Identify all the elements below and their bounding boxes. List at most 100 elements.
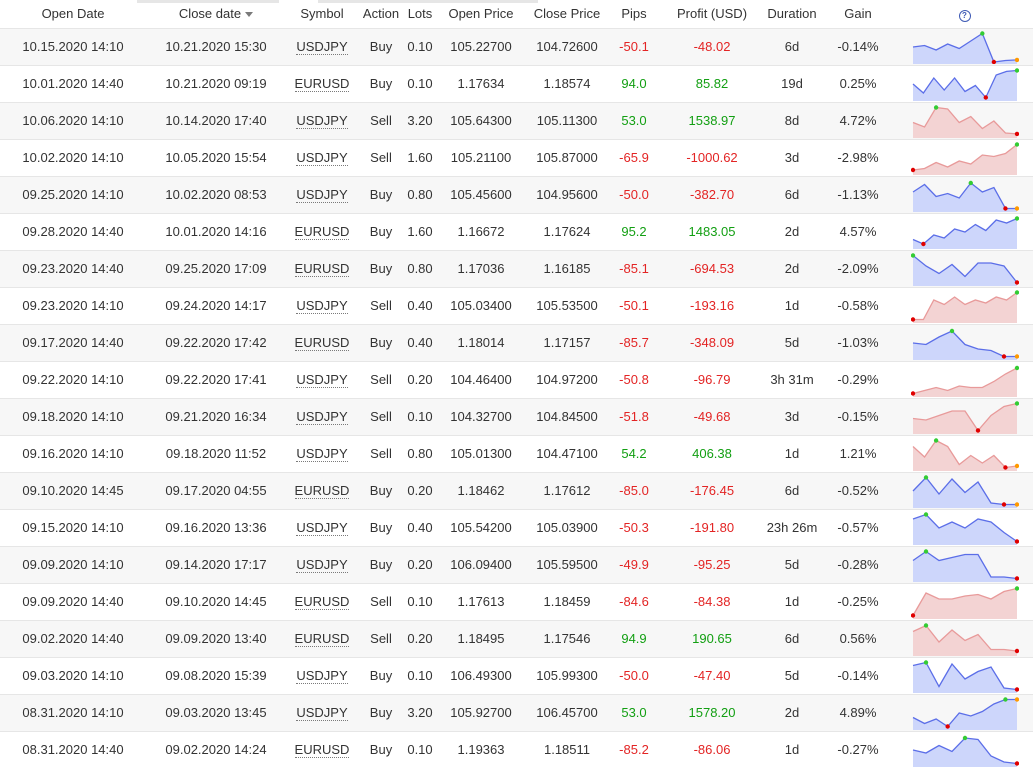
table-row[interactable]: 10.15.2020 14:10 10.21.2020 15:30 USDJPY Bu… (0, 28, 1033, 65)
profit-cell: 406.38 (660, 435, 764, 472)
open-date-value: 09.15.2020 14:10 (22, 520, 124, 535)
close-date-value: 10.05.2020 15:54 (165, 150, 267, 165)
symbol-link[interactable]: EURUSD (294, 742, 350, 759)
close-date-value: 09.22.2020 17:41 (165, 372, 267, 387)
symbol-link[interactable]: USDJPY (296, 150, 348, 166)
open-date-cell: 09.23.2020 14:40 (0, 250, 146, 287)
table-row[interactable]: 09.28.2020 14:40 10.01.2020 14:16 EURUSD Bu… (0, 213, 1033, 250)
header-action[interactable]: Action (358, 0, 404, 28)
table-row[interactable]: 09.22.2020 14:10 09.22.2020 17:41 USDJPY Se… (0, 361, 1033, 398)
action-value: Buy (369, 668, 393, 683)
table-row[interactable]: 09.16.2020 14:10 09.18.2020 11:52 USDJPY Se… (0, 435, 1033, 472)
table-row[interactable]: 10.01.2020 14:40 10.21.2020 09:19 EURUSD Bu… (0, 65, 1033, 102)
symbol-link[interactable]: EURUSD (294, 594, 350, 610)
symbol-link[interactable]: USDJPY (296, 39, 348, 55)
table-row[interactable]: 09.09.2020 14:40 09.10.2020 14:45 EURUSD Se… (0, 583, 1033, 620)
table-row[interactable]: 09.17.2020 14:40 09.22.2020 17:42 EURUSD Bu… (0, 324, 1033, 361)
header-close-price[interactable]: Close Price (526, 0, 608, 28)
symbol-link[interactable]: USDJPY (296, 187, 348, 203)
symbol-link[interactable]: USDJPY (296, 520, 348, 536)
header-open-price[interactable]: Open Price (436, 0, 526, 28)
sparkline-high-marker (1014, 141, 1019, 147)
duration-value: 6d (784, 631, 800, 646)
trade-chart-cell (896, 509, 1033, 546)
duration-value: 3d (784, 150, 800, 165)
sparkline-high-marker (923, 548, 928, 554)
table-row[interactable]: 09.23.2020 14:10 09.24.2020 14:17 USDJPY Se… (0, 287, 1033, 324)
duration-cell: 19d (764, 65, 820, 102)
symbol-link[interactable]: USDJPY (296, 705, 348, 721)
table-row[interactable]: 09.09.2020 14:10 09.14.2020 17:17 USDJPY Bu… (0, 546, 1033, 583)
duration-cell: 6d (764, 620, 820, 657)
header-open-date[interactable]: Open Date (0, 0, 146, 28)
symbol-link[interactable]: USDJPY (296, 298, 348, 314)
symbol-link[interactable]: USDJPY (296, 668, 348, 684)
table-row[interactable]: 09.25.2020 14:10 10.02.2020 08:53 USDJPY Bu… (0, 176, 1033, 213)
table-row[interactable]: 09.02.2020 14:40 09.09.2020 13:40 EURUSD Se… (0, 620, 1033, 657)
table-row[interactable]: 09.18.2020 14:10 09.21.2020 16:34 USDJPY Se… (0, 398, 1033, 435)
open-date-cell: 09.28.2020 14:40 (0, 213, 146, 250)
symbol-link[interactable]: EURUSD (294, 483, 350, 499)
symbol-link[interactable]: EURUSD (294, 631, 350, 647)
close-date-value: 10.21.2020 15:30 (165, 39, 267, 54)
duration-cell: 6d (764, 176, 820, 213)
header-close-date[interactable]: Close date (146, 0, 286, 28)
symbol-link[interactable]: USDJPY (296, 446, 348, 462)
profit-value: 85.82 (695, 76, 729, 91)
symbol-cell: USDJPY (286, 509, 358, 546)
profit-value: -1000.62 (686, 150, 738, 165)
table-row[interactable]: 09.03.2020 14:10 09.08.2020 15:39 USDJPY Bu… (0, 657, 1033, 694)
gain-value: -0.15% (837, 409, 879, 424)
table-row[interactable]: 10.06.2020 14:10 10.14.2020 17:40 USDJPY Se… (0, 102, 1033, 139)
close-price-value: 106.45700 (536, 705, 598, 720)
sparkline-line (912, 698, 1017, 727)
symbol-link[interactable]: USDJPY (296, 372, 348, 388)
trade-sparkline (912, 735, 1019, 767)
gain-value: 0.25% (839, 76, 877, 91)
table-row[interactable]: 10.02.2020 14:10 10.05.2020 15:54 USDJPY Se… (0, 139, 1033, 176)
open-date-cell: 09.09.2020 14:10 (0, 546, 146, 583)
gain-value: 0.56% (839, 631, 877, 646)
header-pips[interactable]: Pips (608, 0, 660, 28)
close-date-cell: 09.18.2020 11:52 (146, 435, 286, 472)
symbol-cell: USDJPY (286, 694, 358, 731)
symbol-link[interactable]: USDJPY (296, 557, 348, 573)
table-row[interactable]: 09.10.2020 14:45 09.17.2020 04:55 EURUSD Bu… (0, 472, 1033, 509)
sparkline-area (912, 367, 1017, 397)
lots-cell: 0.40 (404, 324, 436, 361)
symbol-link[interactable]: USDJPY (296, 409, 348, 425)
table-row[interactable]: 09.23.2020 14:40 09.25.2020 17:09 EURUSD Bu… (0, 250, 1033, 287)
sparkline-line (912, 32, 1017, 63)
header-gain[interactable]: Gain (820, 0, 896, 28)
lots-value: 3.20 (407, 113, 433, 128)
open-date-value: 08.31.2020 14:40 (22, 742, 124, 758)
symbol-link[interactable]: USDJPY (296, 113, 348, 129)
header-profit[interactable]: Profit (USD) (660, 0, 764, 28)
action-value: Sell (370, 446, 392, 461)
symbol-cell: EURUSD (286, 731, 358, 768)
action-cell: Buy (358, 657, 404, 694)
close-date-value: 10.21.2020 09:19 (165, 76, 267, 91)
sparkline-line (912, 476, 1017, 505)
gain-cell: 4.89% (820, 694, 896, 731)
symbol-link[interactable]: EURUSD (294, 335, 350, 351)
symbol-link[interactable]: EURUSD (294, 76, 350, 92)
header-symbol[interactable]: Symbol (286, 0, 358, 28)
sparkline-line (912, 291, 1017, 320)
symbol-link[interactable]: EURUSD (294, 261, 350, 277)
close-price-cell: 105.99300 (526, 657, 608, 694)
sparkline-low-marker (910, 167, 915, 172)
gain-value: 4.57% (839, 224, 877, 239)
table-row[interactable]: 08.31.2020 14:10 09.03.2020 13:45 USDJPY Bu… (0, 694, 1033, 731)
help-icon[interactable]: ? (958, 9, 971, 22)
duration-value: 19d (781, 76, 803, 91)
symbol-link[interactable]: EURUSD (294, 224, 350, 240)
table-header-row: Open Date Close date Symbol Action Lots … (0, 0, 1033, 28)
header-duration[interactable]: Duration (764, 0, 820, 28)
open-price-cell: 1.16672 (436, 213, 526, 250)
lots-value: 0.10 (407, 668, 433, 683)
header-lots[interactable]: Lots (404, 0, 436, 28)
table-row[interactable]: 09.15.2020 14:10 09.16.2020 13:36 USDJPY Bu… (0, 509, 1033, 546)
table-row[interactable]: 08.31.2020 14:40 09.02.2020 14:24 EURUSD Bu… (0, 731, 1033, 768)
open-price-cell: 105.01300 (436, 435, 526, 472)
